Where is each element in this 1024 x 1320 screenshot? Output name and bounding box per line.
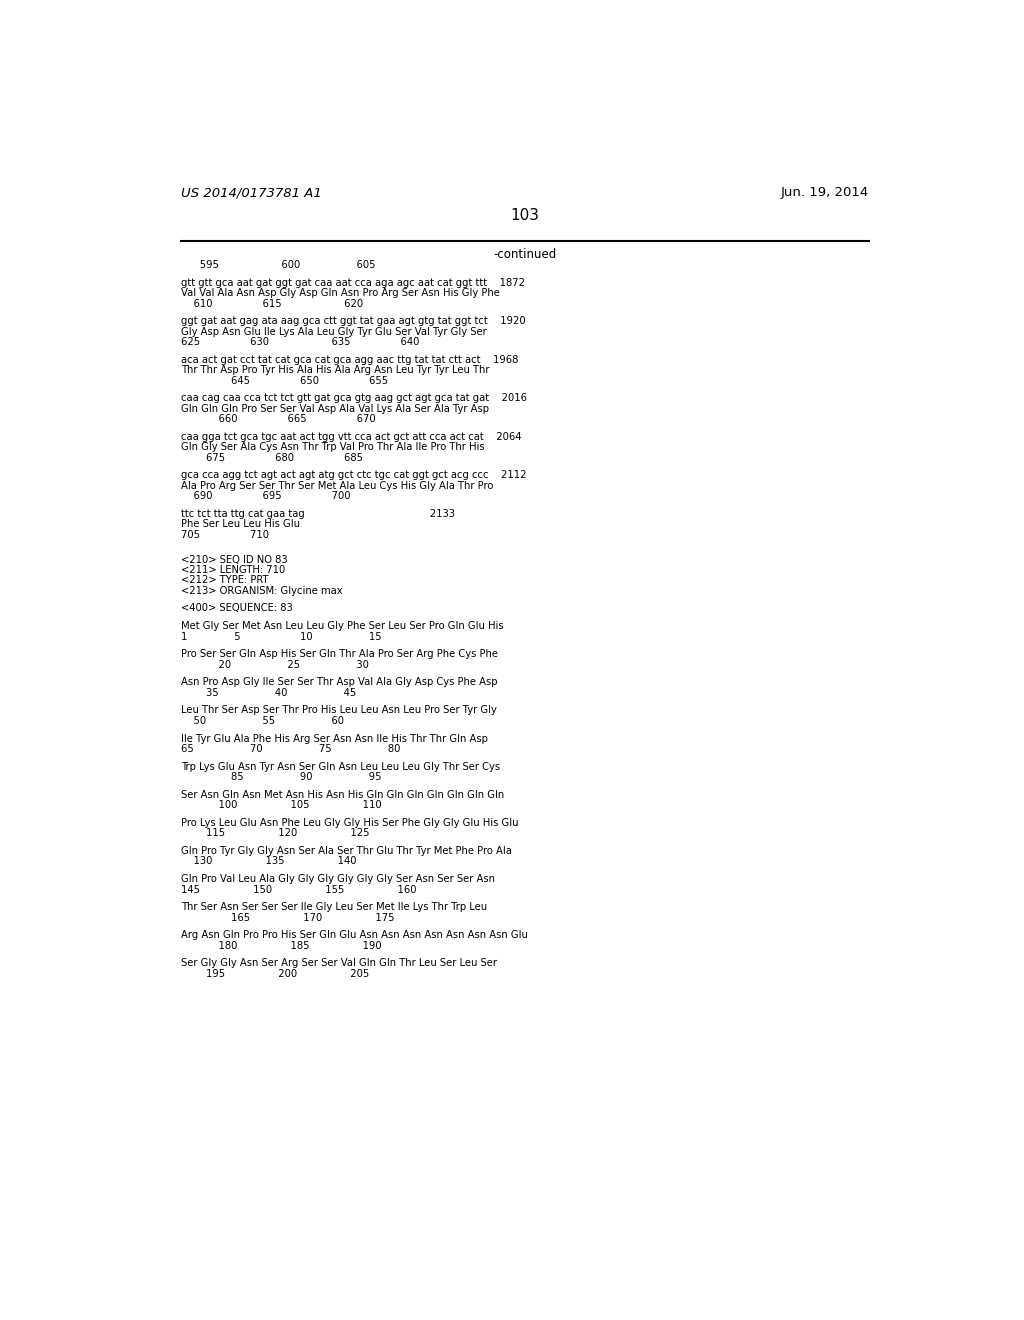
Text: gca cca agg tct agt act agt atg gct ctc tgc cat ggt gct acg ccc    2112: gca cca agg tct agt act agt atg gct ctc … [180,470,526,480]
Text: 103: 103 [510,209,540,223]
Text: Ser Gly Gly Asn Ser Arg Ser Ser Val Gln Gln Thr Leu Ser Leu Ser: Ser Gly Gly Asn Ser Arg Ser Ser Val Gln … [180,958,497,969]
Text: Ala Pro Arg Ser Ser Thr Ser Met Ala Leu Cys His Gly Ala Thr Pro: Ala Pro Arg Ser Ser Thr Ser Met Ala Leu … [180,480,494,491]
Text: <400> SEQUENCE: 83: <400> SEQUENCE: 83 [180,603,293,614]
Text: Thr Thr Asp Pro Tyr His Ala His Ala Arg Asn Leu Tyr Tyr Leu Thr: Thr Thr Asp Pro Tyr His Ala His Ala Arg … [180,366,489,375]
Text: <211> LENGTH: 710: <211> LENGTH: 710 [180,565,285,576]
Text: 705                710: 705 710 [180,529,268,540]
Text: 115                 120                 125: 115 120 125 [180,829,370,838]
Text: Leu Thr Ser Asp Ser Thr Pro His Leu Leu Asn Leu Pro Ser Tyr Gly: Leu Thr Ser Asp Ser Thr Pro His Leu Leu … [180,705,497,715]
Text: 610                615                    620: 610 615 620 [180,298,362,309]
Text: 595                    600                  605: 595 600 605 [180,260,375,271]
Text: <213> ORGANISM: Glycine max: <213> ORGANISM: Glycine max [180,586,342,595]
Text: Gly Asp Asn Glu Ile Lys Ala Leu Gly Tyr Glu Ser Val Tyr Gly Ser: Gly Asp Asn Glu Ile Lys Ala Leu Gly Tyr … [180,326,486,337]
Text: Gln Gly Ser Ala Cys Asn Thr Trp Val Pro Thr Ala Ile Pro Thr His: Gln Gly Ser Ala Cys Asn Thr Trp Val Pro … [180,442,484,453]
Text: 100                 105                 110: 100 105 110 [180,800,381,810]
Text: Thr Ser Asn Ser Ser Ser Ile Gly Leu Ser Met Ile Lys Thr Trp Leu: Thr Ser Asn Ser Ser Ser Ile Gly Leu Ser … [180,903,486,912]
Text: ggt gat aat gag ata aag gca ctt ggt tat gaa agt gtg tat ggt tct    1920: ggt gat aat gag ata aag gca ctt ggt tat … [180,317,525,326]
Text: <210> SEQ ID NO 83: <210> SEQ ID NO 83 [180,554,288,565]
Text: 690                695                700: 690 695 700 [180,491,350,502]
Text: 145                 150                 155                 160: 145 150 155 160 [180,884,416,895]
Text: Ile Tyr Glu Ala Phe His Arg Ser Asn Asn Ile His Thr Thr Gln Asp: Ile Tyr Glu Ala Phe His Arg Ser Asn Asn … [180,734,487,743]
Text: Pro Ser Ser Gln Asp His Ser Gln Thr Ala Pro Ser Arg Phe Cys Phe: Pro Ser Ser Gln Asp His Ser Gln Thr Ala … [180,649,498,659]
Text: 65                  70                  75                  80: 65 70 75 80 [180,744,400,754]
Text: 35                  40                  45: 35 40 45 [180,688,356,698]
Text: Pro Lys Leu Glu Asn Phe Leu Gly Gly His Ser Phe Gly Gly Glu His Glu: Pro Lys Leu Glu Asn Phe Leu Gly Gly His … [180,818,518,828]
Text: Gln Pro Val Leu Ala Gly Gly Gly Gly Gly Gly Ser Asn Ser Ser Asn: Gln Pro Val Leu Ala Gly Gly Gly Gly Gly … [180,874,495,884]
Text: 625                630                    635                640: 625 630 635 640 [180,337,419,347]
Text: caa cag caa cca tct tct gtt gat gca gtg aag gct agt gca tat gat    2016: caa cag caa cca tct tct gtt gat gca gtg … [180,393,526,403]
Text: 195                 200                 205: 195 200 205 [180,969,369,979]
Text: gtt gtt gca aat gat ggt gat caa aat cca aga agc aat cat ggt ttt    1872: gtt gtt gca aat gat ggt gat caa aat cca … [180,277,524,288]
Text: Met Gly Ser Met Asn Leu Leu Gly Phe Ser Leu Ser Pro Gln Glu His: Met Gly Ser Met Asn Leu Leu Gly Phe Ser … [180,622,504,631]
Text: Phe Ser Leu Leu His Glu: Phe Ser Leu Leu His Glu [180,519,300,529]
Text: 660                665                670: 660 665 670 [180,414,376,424]
Text: Ser Asn Gln Asn Met Asn His Asn His Gln Gln Gln Gln Gln Gln Gln: Ser Asn Gln Asn Met Asn His Asn His Gln … [180,789,504,800]
Text: Gln Gln Gln Pro Ser Ser Val Asp Ala Val Lys Ala Ser Ala Tyr Asp: Gln Gln Gln Pro Ser Ser Val Asp Ala Val … [180,404,488,413]
Text: ttc tct tta ttg cat gaa tag                                        2133: ttc tct tta ttg cat gaa tag 2133 [180,508,455,519]
Text: 675                680                685: 675 680 685 [180,453,362,462]
Text: -continued: -continued [494,248,556,261]
Text: aca act gat cct tat cat gca cat gca agg aac ttg tat tat ctt act    1968: aca act gat cct tat cat gca cat gca agg … [180,355,518,364]
Text: Asn Pro Asp Gly Ile Ser Ser Thr Asp Val Ala Gly Asp Cys Phe Asp: Asn Pro Asp Gly Ile Ser Ser Thr Asp Val … [180,677,498,688]
Text: 180                 185                 190: 180 185 190 [180,941,381,950]
Text: 165                 170                 175: 165 170 175 [180,912,394,923]
Text: Jun. 19, 2014: Jun. 19, 2014 [780,186,869,199]
Text: Arg Asn Gln Pro Pro His Ser Gln Glu Asn Asn Asn Asn Asn Asn Asn Glu: Arg Asn Gln Pro Pro His Ser Gln Glu Asn … [180,931,527,940]
Text: 1               5                   10                  15: 1 5 10 15 [180,631,381,642]
Text: 50                  55                  60: 50 55 60 [180,715,344,726]
Text: caa gga tct gca tgc aat act tgg vtt cca act gct att cca act cat    2064: caa gga tct gca tgc aat act tgg vtt cca … [180,432,521,442]
Text: 85                  90                  95: 85 90 95 [180,772,381,781]
Text: 645                650                655: 645 650 655 [180,376,388,385]
Text: Val Val Ala Asn Asp Gly Asp Gln Asn Pro Arg Ser Asn His Gly Phe: Val Val Ala Asn Asp Gly Asp Gln Asn Pro … [180,288,500,298]
Text: 20                  25                  30: 20 25 30 [180,660,369,669]
Text: US 2014/0173781 A1: US 2014/0173781 A1 [180,186,322,199]
Text: Trp Lys Glu Asn Tyr Asn Ser Gln Asn Leu Leu Leu Gly Thr Ser Cys: Trp Lys Glu Asn Tyr Asn Ser Gln Asn Leu … [180,762,500,772]
Text: <212> TYPE: PRT: <212> TYPE: PRT [180,576,268,585]
Text: 130                 135                 140: 130 135 140 [180,857,356,866]
Text: Gln Pro Tyr Gly Gly Asn Ser Ala Ser Thr Glu Thr Tyr Met Phe Pro Ala: Gln Pro Tyr Gly Gly Asn Ser Ala Ser Thr … [180,846,512,855]
